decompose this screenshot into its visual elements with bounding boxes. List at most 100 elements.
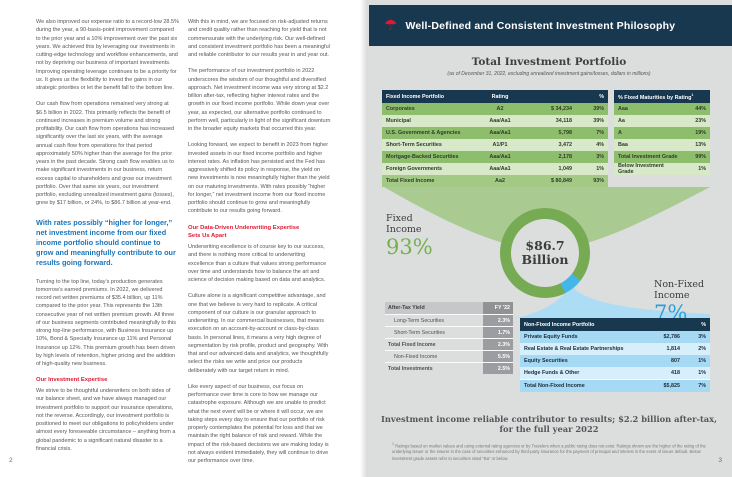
row-label: U.S. Government & Agencies [386,130,461,136]
row-amount: 418 [671,370,680,376]
row-label: Aa [618,118,625,124]
row-value: 1.7% [483,327,513,338]
row-label: Below Investment Grade [618,163,664,175]
table-row: Non-Fixed Income 5.5% [385,350,513,362]
nonfixed-total-row: Total Non-Fixed Income $5,825 7% [520,379,710,392]
nonfixed-rows: Private Equity Funds $2,786 3% Real Esta… [520,331,710,379]
row-value: 2.3% [483,339,513,350]
blue-flow-shape [516,285,710,318]
table-row: Foreign Governments Aaa/Aa1 1,049 1% [382,163,608,175]
paragraph: Turning to the top line, today’s product… [36,278,177,368]
row-label: A [618,130,622,136]
table-row: Long-Term Securities 2.3% [385,314,513,326]
row-pct: 3% [698,334,706,340]
row-pct: 1% [698,166,706,172]
row-amount: 2,178 [558,154,573,160]
pull-quote: With rates possibly “higher for longer,”… [36,217,176,268]
left-column-2: With this in mind, we are focused on ris… [188,18,331,473]
table-row: U.S. Government & Agencies Aaa/Aa1 5,798… [382,127,608,139]
after-tax-yield-rows: Long-Term Securities 2.3% Short-Term Sec… [385,314,513,374]
row-pct: 39% [593,118,604,124]
total-label: Total Fixed Income [386,178,435,184]
table-row: Mortgage-Backed Securities Aaa/Aa1 2,178… [382,151,608,163]
maturities-rows: Aaa 44% Aa 23% A 19% Baa 13% Total Inves… [614,103,710,175]
umbrella-icon: ☂ [384,17,398,34]
col-header-label: Non-Fixed Income Portfolio [524,321,595,328]
row-label: Equity Securities [524,358,568,364]
row-pct: 19% [695,130,706,136]
section-banner: ☂ Well-Defined and Consistent Investment… [369,5,732,46]
row-pct: 99% [695,154,706,160]
paragraph: Culture alone is a significant competiti… [188,293,329,374]
after-tax-yield-header: After-Tax Yield FY '22 [385,302,513,314]
donut-center-label: $86.7 Billion [511,219,579,287]
portfolio-donut-chart: $86.7 Billion [500,208,590,298]
table-row: A 19% [614,127,710,139]
row-value: 2.5% [483,363,513,374]
row-rating: Aaa/Aa1 [489,130,511,136]
total-rating: Aa2 [495,178,505,184]
row-pct: 23% [695,118,706,124]
row-rating: A2 [496,106,504,112]
total-label: Total Non-Fixed Income [524,383,585,389]
table-row: Corporates A2 $ 34,234 39% [382,103,608,115]
row-label: Total Investments [388,365,433,372]
row-amount: $ 34,234 [551,106,572,112]
row-label: Total Investment Grade [618,154,678,160]
row-rating: Aaa/Aa1 [489,118,511,124]
total-amount: $5,825 [663,383,681,389]
table-row: Total Investment Grade 99% [614,151,710,163]
page-number-left: 2 [9,457,13,464]
banner-title: Well-Defined and Consistent Investment P… [405,19,676,32]
footnote-marker: 1 [392,442,394,446]
row-amount: $2,786 [663,334,681,340]
row-pct: 3% [596,154,604,160]
row-pct: 44% [695,106,706,112]
fixed-income-rows: Corporates A2 $ 34,234 39% Municipal Aaa… [382,103,608,175]
row-label: Short-Term Securities [394,329,445,336]
row-label: Total Fixed Income [388,341,436,348]
row-pct: 1% [596,166,604,172]
page-gutter [360,0,366,477]
paragraph: The performance of our investment portfo… [188,68,331,132]
row-label: Hedge Funds & Other [524,370,580,376]
fixed-income-pct: 93% [386,234,433,259]
row-label: Municipal [386,118,411,124]
paragraph: Like every aspect of our business, our f… [188,383,329,465]
col-header-pct: % [701,321,706,328]
row-amount: 34,118 [555,118,572,124]
paragraph: We also improved our expense ratio to a … [36,19,179,91]
row-label: Aaa [618,106,628,112]
yield-header-fy: FY '22 [483,302,513,314]
row-amount: 3,472 [558,142,573,148]
table-row: Below Investment Grade 1% [614,163,710,175]
fixed-income-table: Fixed Income Portfolio Rating % Corporat… [382,90,608,187]
table-row: Total Investments 2.5% [385,362,513,374]
paragraph: Looking forward, we expect to benefit in… [188,142,330,215]
row-rating: A1/P1 [492,142,508,148]
table-row: Hedge Funds & Other 418 1% [520,367,710,379]
row-amount: 1,049 [558,166,573,172]
nonfixed-table-header: Non-Fixed Income Portfolio % [520,318,710,331]
paragraph: Our cash flow from operations remained v… [36,101,175,207]
row-pct: 13% [695,142,706,148]
row-label: Long-Term Securities [394,317,445,324]
paragraph: With this in mind, we are focused on ris… [188,19,330,58]
row-label: Foreign Governments [386,166,443,172]
after-tax-yield-table: After-Tax Yield FY '22 Long-Term Securit… [385,302,513,374]
row-label: Corporates [386,106,415,112]
fixed-income-label-text: Fixed Income [386,212,422,235]
table-row: Baa 13% [614,139,710,151]
row-label: Non-Fixed Income [394,353,438,360]
footnote-text: Ratings based on market values and using… [392,443,706,461]
row-rating: Aaa/Aa1 [489,154,511,160]
row-pct: 39% [593,106,604,112]
left-column-1: We also improved our expense ratio to a … [36,18,179,461]
section-heading-underwriting-expertise: Our Data-Driven Underwriting Expertise S… [188,224,300,240]
table-row: Municipal Aaa/Aa1 34,118 39% [382,115,608,127]
maturities-table-header: % Fixed Maturities by Rating1 [614,90,710,103]
table-row: Equity Securities 807 1% [520,355,710,367]
row-pct: 1% [698,370,706,376]
callout-statement: Investment income reliable contributor t… [380,414,718,434]
